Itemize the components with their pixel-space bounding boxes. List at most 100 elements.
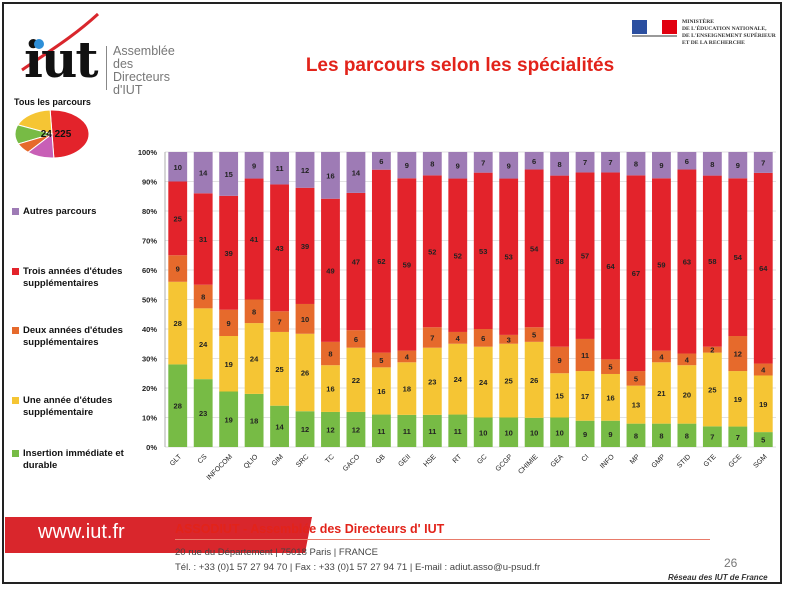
bar-segment [295, 152, 315, 188]
x-tick-label: CHIMIE [517, 453, 540, 476]
pie-title: Tous les parcours [14, 97, 91, 107]
network-label: Réseau des IUT de France [668, 573, 768, 582]
legend-swatch [12, 208, 19, 215]
bar-segment [193, 284, 213, 309]
page-number: 26 [724, 556, 738, 570]
bar-segment [753, 172, 773, 364]
bar-segment [346, 411, 366, 447]
footer-band [5, 517, 323, 553]
bar-segment [550, 417, 570, 447]
data-label: 4 [761, 366, 766, 375]
bar-segment [448, 152, 468, 179]
data-label: 18 [250, 416, 258, 425]
bar-segment [626, 371, 646, 386]
bar-segment [448, 343, 468, 415]
x-tick-label: MP [629, 453, 642, 466]
iut-logo: iut Assemblée des Directeurs d'IUT [18, 12, 188, 97]
logo-line: d'IUT [113, 83, 143, 97]
data-label: 39 [301, 242, 309, 251]
legend-swatch [12, 397, 19, 404]
bar-segment [219, 391, 239, 447]
bar-segment [753, 152, 773, 173]
y-tick-label: 0% [146, 443, 157, 452]
bar-segment [270, 311, 289, 332]
data-label: 8 [252, 307, 256, 316]
bar-segment [371, 169, 391, 353]
bar-segment [295, 411, 315, 447]
data-label: 47 [352, 258, 360, 267]
data-label: 39 [224, 249, 232, 258]
data-label: 5 [532, 331, 536, 340]
bar-segment [219, 336, 239, 392]
data-label: 26 [530, 376, 538, 385]
data-label: 53 [505, 253, 513, 262]
data-label: 11 [428, 427, 436, 436]
bar-segment [575, 172, 595, 339]
bar-segment [244, 299, 264, 324]
data-label: 19 [734, 395, 742, 404]
data-label: 31 [199, 235, 207, 244]
bar-segment [422, 152, 442, 176]
bar-segment [575, 152, 595, 173]
legend-label: Trois années d'études supplémentaires [23, 266, 123, 289]
bar-segment [753, 363, 773, 376]
x-tick-label: SRC [295, 453, 310, 468]
data-label: 25 [275, 365, 283, 374]
logo-divider [106, 46, 107, 90]
x-tick-label: GCE [728, 453, 744, 469]
x-tick-label: INFOCOM [206, 453, 234, 481]
website-link[interactable]: www.iut.fr [38, 521, 125, 543]
x-tick-label: CI [581, 453, 591, 463]
y-tick-label: 20% [142, 384, 157, 393]
bar-segment [601, 373, 620, 421]
data-label: 20 [683, 390, 691, 399]
data-label: 9 [507, 161, 511, 170]
x-tick-label: GTE [703, 453, 718, 468]
data-label: 7 [277, 318, 281, 327]
bar-segment [652, 178, 671, 351]
bar-segment [193, 308, 213, 380]
data-label: 12 [352, 425, 360, 434]
data-label: 10 [301, 315, 309, 324]
data-label: 9 [583, 430, 587, 439]
data-label: 19 [224, 360, 232, 369]
legend-swatch [12, 450, 19, 457]
bar-segment [397, 178, 417, 351]
bar-segment [677, 423, 697, 447]
y-tick-label: 50% [142, 296, 157, 305]
y-tick-label: 30% [142, 355, 157, 364]
bar-segment [652, 362, 671, 424]
data-label: 10 [530, 428, 538, 437]
x-tick-label: STID [676, 453, 692, 469]
data-label: 14 [275, 422, 284, 431]
bar-segment [244, 178, 264, 300]
bar-segment [626, 175, 646, 372]
bar-segment [422, 414, 442, 447]
pie-chart: 24 225 [14, 109, 90, 159]
data-label: 11 [377, 427, 385, 436]
data-label: 8 [558, 160, 562, 169]
data-label: 17 [581, 392, 589, 401]
bar-segment [677, 152, 697, 170]
x-tick-label: SGM [752, 453, 768, 469]
data-label: 10 [174, 163, 182, 172]
data-label: 15 [224, 170, 232, 179]
data-label: 8 [430, 160, 434, 169]
data-label: 64 [759, 264, 768, 273]
bar-segment [346, 347, 366, 412]
bar-segment [321, 365, 340, 412]
data-label: 8 [685, 431, 689, 440]
data-label: 19 [224, 415, 232, 424]
bar-segment [524, 152, 544, 170]
bar-segment [702, 175, 722, 347]
ministry-line: ET DE LA RECHERCHE [682, 40, 745, 46]
bar-segment [473, 152, 493, 173]
bar-segment [422, 175, 442, 328]
address-line: 20 rue du Département | 75018 Paris | FR… [175, 547, 378, 558]
legend-label: Deux années d'études supplémentaires [23, 325, 123, 348]
y-tick-label: 100% [138, 148, 158, 157]
data-label: 6 [685, 157, 689, 166]
logo-text: Assemblée des Directeurs d'IUT [113, 45, 188, 97]
data-label: 24 [479, 378, 488, 387]
bar-segment [321, 152, 340, 199]
